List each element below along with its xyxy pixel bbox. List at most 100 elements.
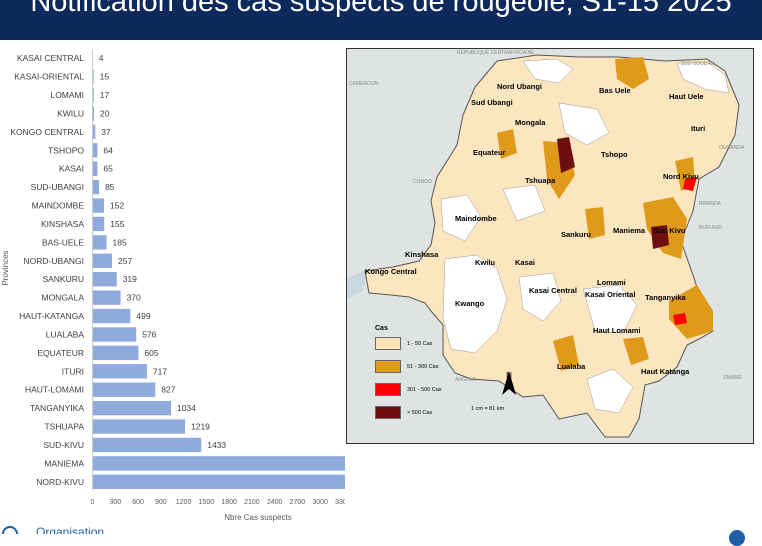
x-tick-label: 900 [155,499,167,506]
label-congo: CONGO [413,179,432,185]
label-zambie: ZAMBIE [723,375,742,381]
bar [93,364,147,378]
data-label: 319 [123,274,137,284]
label-kinshasa: Kinshasa [405,250,439,259]
legend-swatch [375,360,401,373]
label-sud-soudan: SUD SOUDAN [681,61,715,67]
label-sud-kivu: Sud Kivu [653,226,686,235]
legend-row: 1 - 50 Cas [375,337,442,350]
label-kwango: Kwango [455,299,485,308]
data-label: 4 [99,53,104,63]
label-kongo-central: Kongo Central [365,267,417,276]
data-label: 1034 [177,403,196,413]
logo-text: Organisation [36,525,104,534]
category-label: NORD-UBANGI [24,256,84,266]
data-label: 827 [161,385,175,395]
bar [93,383,156,397]
category-label: KINSHASA [41,219,84,229]
label-rca: RÉPUBLIQUE CENTRAFRICAINE [457,49,535,56]
legend-swatch [375,406,401,419]
category-label: MONGALA [41,293,84,303]
category-label: MANIEMA [44,458,84,468]
legend-label: 51 - 300 Cas [407,364,439,370]
data-label: 15 [100,72,110,82]
label-mongala: Mongala [515,118,546,127]
ocean [347,269,367,299]
category-label: KASAI-ORIENTAL [14,72,84,82]
category-label: LOMAMI [50,90,84,100]
corner-dot [729,530,745,546]
data-label: 37 [101,127,111,137]
x-tick-label: 1200 [176,499,192,506]
label-lualaba: Lualaba [557,362,586,371]
data-label: 499 [136,311,150,321]
label-bas-uele: Bas Uele [599,86,631,95]
slide-title: Notification des cas suspects de rougeol… [0,0,762,19]
data-label: 155 [110,219,124,229]
bar [93,346,139,360]
data-label: 1433 [207,440,226,450]
label-nord-kivu: Nord Kivu [663,172,699,181]
label-ituri: Ituri [691,124,705,133]
data-label: 152 [110,201,124,211]
category-label: KASAI CENTRAL [17,53,84,63]
legend-swatch [375,337,401,350]
data-label: 185 [113,237,127,247]
bar [93,401,171,415]
label-tshuapa: Tshuapa [525,176,556,185]
y-axis-label: Provinces [1,250,10,285]
x-tick-label: 2700 [290,499,306,506]
title-bar: Notification des cas suspects de rougeol… [0,0,762,40]
category-label: MAINDOMBE [32,201,85,211]
category-label: TSHOPO [48,145,84,155]
label-tshopo: Tshopo [601,150,628,159]
x-tick-label: 2100 [244,499,260,506]
category-label: SUD-UBANGI [31,182,84,192]
x-tick-label: 600 [132,499,144,506]
label-kasai-oriental: Kasai Oriental [585,290,635,299]
bar [93,180,99,194]
x-tick-label: 1800 [221,499,237,506]
category-label: TANGANYIKA [30,403,84,413]
bar [93,309,131,323]
data-label: 20 [100,108,110,118]
label-haut-lomami: Haut Lomami [593,326,641,335]
data-label: 717 [153,366,167,376]
data-label: 17 [100,90,110,100]
data-label: 257 [118,256,132,266]
legend-row: 51 - 300 Cas [375,360,442,373]
legend-label: > 500 Cas [407,410,432,416]
label-haut-uele: Haut Uele [669,92,704,101]
label-tanganyika: Tanganyika [645,293,687,302]
legend-swatch [375,383,401,396]
x-tick-label: 1500 [199,499,215,506]
category-label: HAUT-KATANGA [19,311,84,321]
bar [93,438,202,452]
map-legend: Cas 1 - 50 Cas 51 - 300 Cas 301 - 500 Ca… [375,325,442,429]
label-kwilu: Kwilu [475,258,495,267]
bar [93,217,105,231]
data-label: 85 [105,182,115,192]
category-label: EQUATEUR [37,348,84,358]
legend-title: Cas [375,325,442,332]
bar [93,456,346,470]
x-tick-label: 3300 [335,499,345,506]
label-sud-ubangi: Sud Ubangi [471,98,513,107]
data-label: 1219 [191,422,210,432]
category-label: KASAI [59,164,84,174]
data-label: 64 [103,145,113,155]
legend-row: > 500 Cas [375,406,442,419]
label-maniema: Maniema [613,226,646,235]
organisation-logo: Organisation [0,522,120,534]
north-arrow-icon [499,371,519,397]
bar [93,272,117,286]
bar [93,327,137,341]
label-ouganda: OUGANDA [719,145,745,151]
category-label: HAUT-LOMAMI [25,385,84,395]
label-nord-ubangi: Nord Ubangi [497,82,542,91]
category-label: SUD-KIVU [43,440,84,450]
x-tick-label: 2400 [267,499,283,506]
globe-icon [2,526,18,534]
label-kasai: Kasai [515,258,535,267]
